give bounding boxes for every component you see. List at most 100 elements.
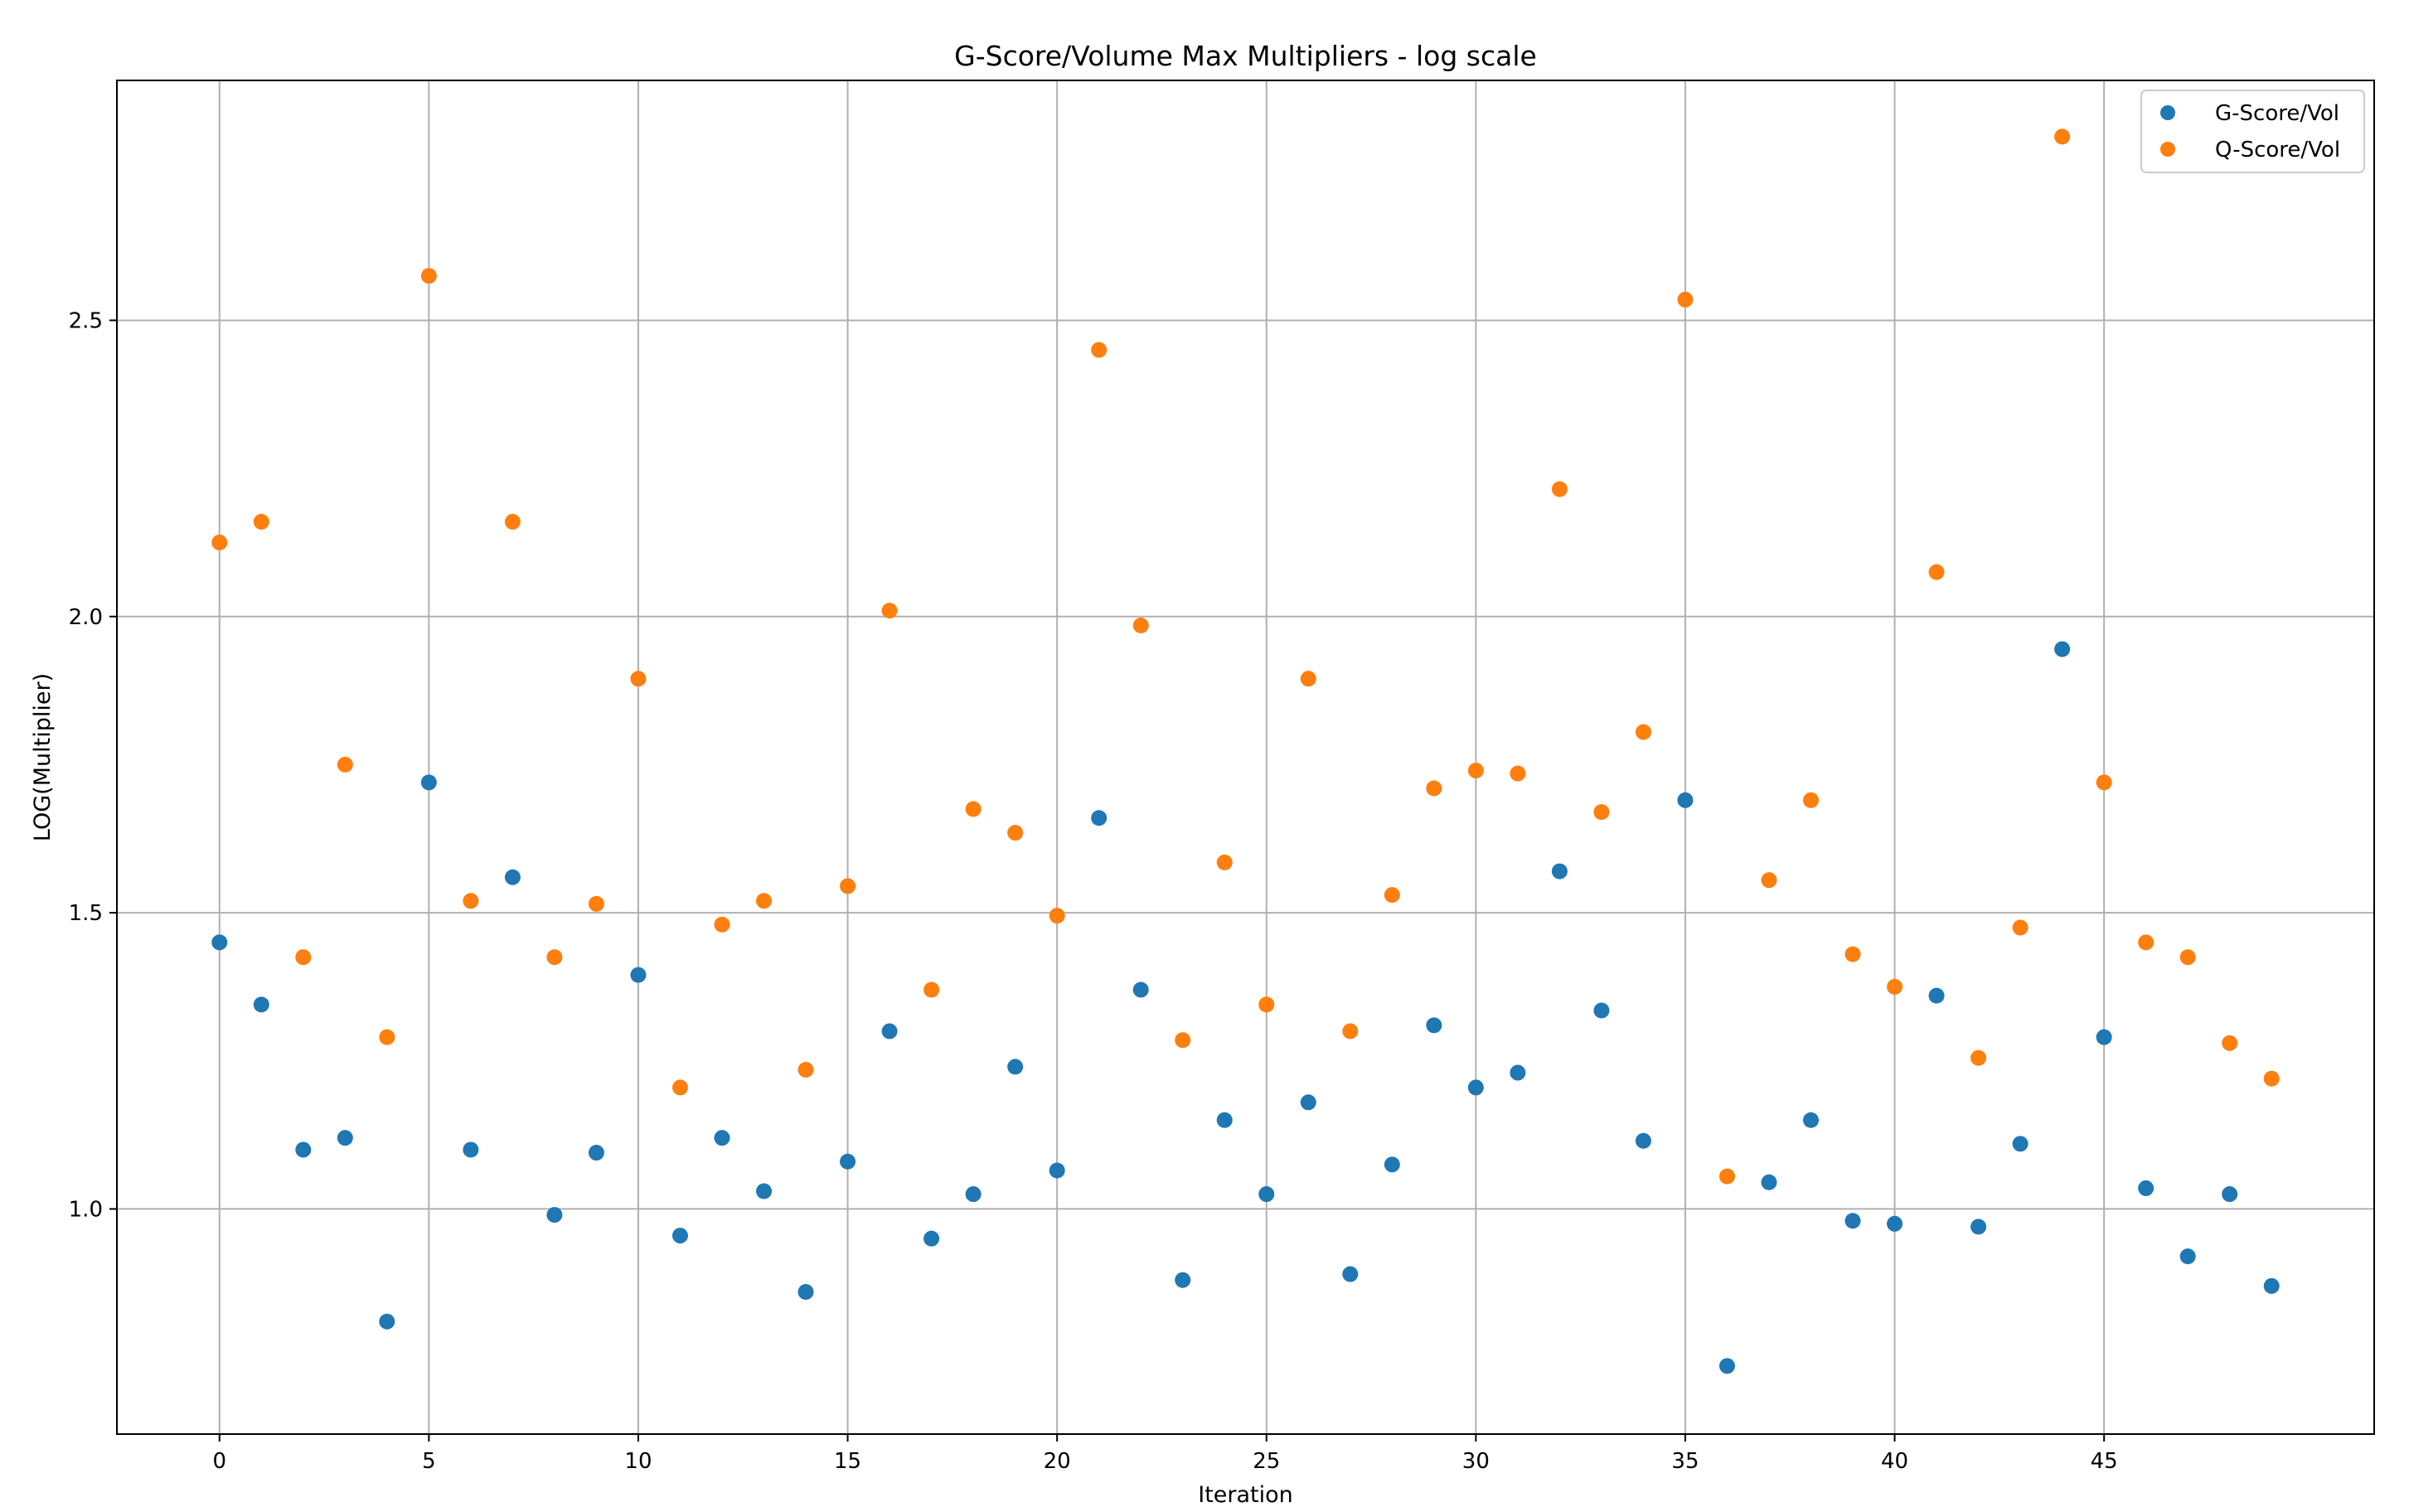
g-score-point [1551,863,1568,880]
g-score-point [1300,1094,1316,1111]
g-score-point [1384,1156,1400,1173]
g-score-point [1258,1186,1275,1203]
g-score-point [1593,1002,1610,1019]
x-tick-label: 10 [624,1449,652,1474]
q-score-point [2263,1070,2280,1087]
chart-title: G-Score/Volume Max Multipliers - log sca… [954,40,1537,72]
y-axis-label: LOG(Multiplier) [30,673,56,841]
legend-box [2140,90,2365,173]
q-score-point [1049,908,1065,924]
x-tick-label: 5 [422,1449,436,1474]
legend: G-Score/Vol Q-Score/Vol [2140,90,2365,173]
x-tick-label: 15 [834,1449,861,1474]
g-score-point [504,869,521,885]
q-score-point [1258,996,1275,1013]
q-score-point [965,801,982,817]
q-score-point [1132,617,1149,633]
g-score-point [756,1183,773,1199]
q-score-point [1091,342,1108,358]
g-score-point [1007,1059,1024,1075]
g-score-point [1635,1132,1651,1149]
q-score-point [379,1029,395,1045]
q-score-point [630,671,647,687]
g-score-point [1467,1079,1484,1096]
g-score-point [1677,792,1694,808]
q-score-point [2179,949,2196,966]
data-points [211,128,2280,1374]
g-score-point [1844,1213,1861,1229]
g-score-point [253,996,269,1013]
q-score-point [1300,671,1316,687]
q-score-point [1216,854,1233,870]
g-score-point [211,934,228,951]
q-score-point [2222,1035,2238,1051]
q-score-point [463,893,479,909]
y-tick-label: 1.5 [69,901,103,926]
q-score-point [714,916,730,933]
g-score-point [965,1186,982,1203]
q-score-point [211,534,228,550]
g-score-point [2179,1248,2196,1265]
g-score-point [1510,1064,1526,1081]
q-score-point [756,893,773,909]
q-score-point [1510,765,1526,782]
x-tick-label: 30 [1462,1449,1490,1474]
q-score-point [1175,1032,1191,1049]
q-score-point [546,949,563,966]
q-score-point [1844,946,1861,962]
q-score-point [504,513,521,530]
g-score-point [1718,1358,1735,1374]
q-score-point [1718,1168,1735,1185]
q-score-point [797,1061,814,1078]
q-score-point [1426,780,1442,797]
x-tick-label: 45 [2091,1449,2118,1474]
g-score-point [2138,1180,2155,1196]
q-score-point [1551,481,1568,497]
g-score-point [840,1153,856,1170]
g-score-point [714,1130,730,1146]
legend-label-g-score: G-Score/Vol [2215,101,2339,126]
q-score-point [881,603,898,619]
y-tick-label: 1.0 [69,1197,103,1222]
g-score-point [1216,1112,1233,1128]
g-score-point [1426,1017,1442,1034]
g-score-point [2012,1136,2029,1152]
g-score-point [1132,981,1149,998]
q-score-point [1928,564,1945,580]
q-score-point [337,756,353,773]
g-score-point [671,1228,688,1244]
g-score-point [1091,810,1108,826]
g-score-point [2222,1186,2238,1203]
q-score-point [2054,128,2071,145]
y-axis-ticks: 1.0 1.5 2.0 2.5 [69,308,117,1222]
q-score-point [671,1079,688,1096]
g-score-point [463,1141,479,1158]
q-score-point [253,513,269,530]
g-score-point [2096,1029,2112,1045]
legend-marker-g-score [2160,105,2175,120]
q-score-point [588,895,604,912]
x-tick-label: 40 [1881,1449,1908,1474]
plot-frame [116,80,2375,1435]
legend-label-q-score: Q-Score/Vol [2215,138,2340,162]
q-score-point [1593,804,1610,821]
q-score-point [1761,872,1777,889]
g-score-point [881,1023,898,1040]
g-score-point [295,1141,312,1158]
g-score-point [1887,1215,1903,1232]
q-score-point [295,949,312,966]
x-tick-label: 25 [1253,1449,1280,1474]
q-score-point [1384,887,1400,904]
g-score-point [588,1145,604,1161]
g-score-point [1803,1112,1820,1128]
x-axis-ticks: 0 5 10 15 20 25 30 35 40 45 [212,1434,2118,1474]
legend-marker-q-score [2160,142,2175,157]
g-score-point [1342,1266,1359,1282]
g-score-point [546,1207,563,1224]
x-axis-label: Iteration [1198,1482,1293,1508]
g-score-point [379,1313,395,1330]
g-score-point [2263,1277,2280,1294]
y-tick-label: 2.0 [69,605,103,630]
